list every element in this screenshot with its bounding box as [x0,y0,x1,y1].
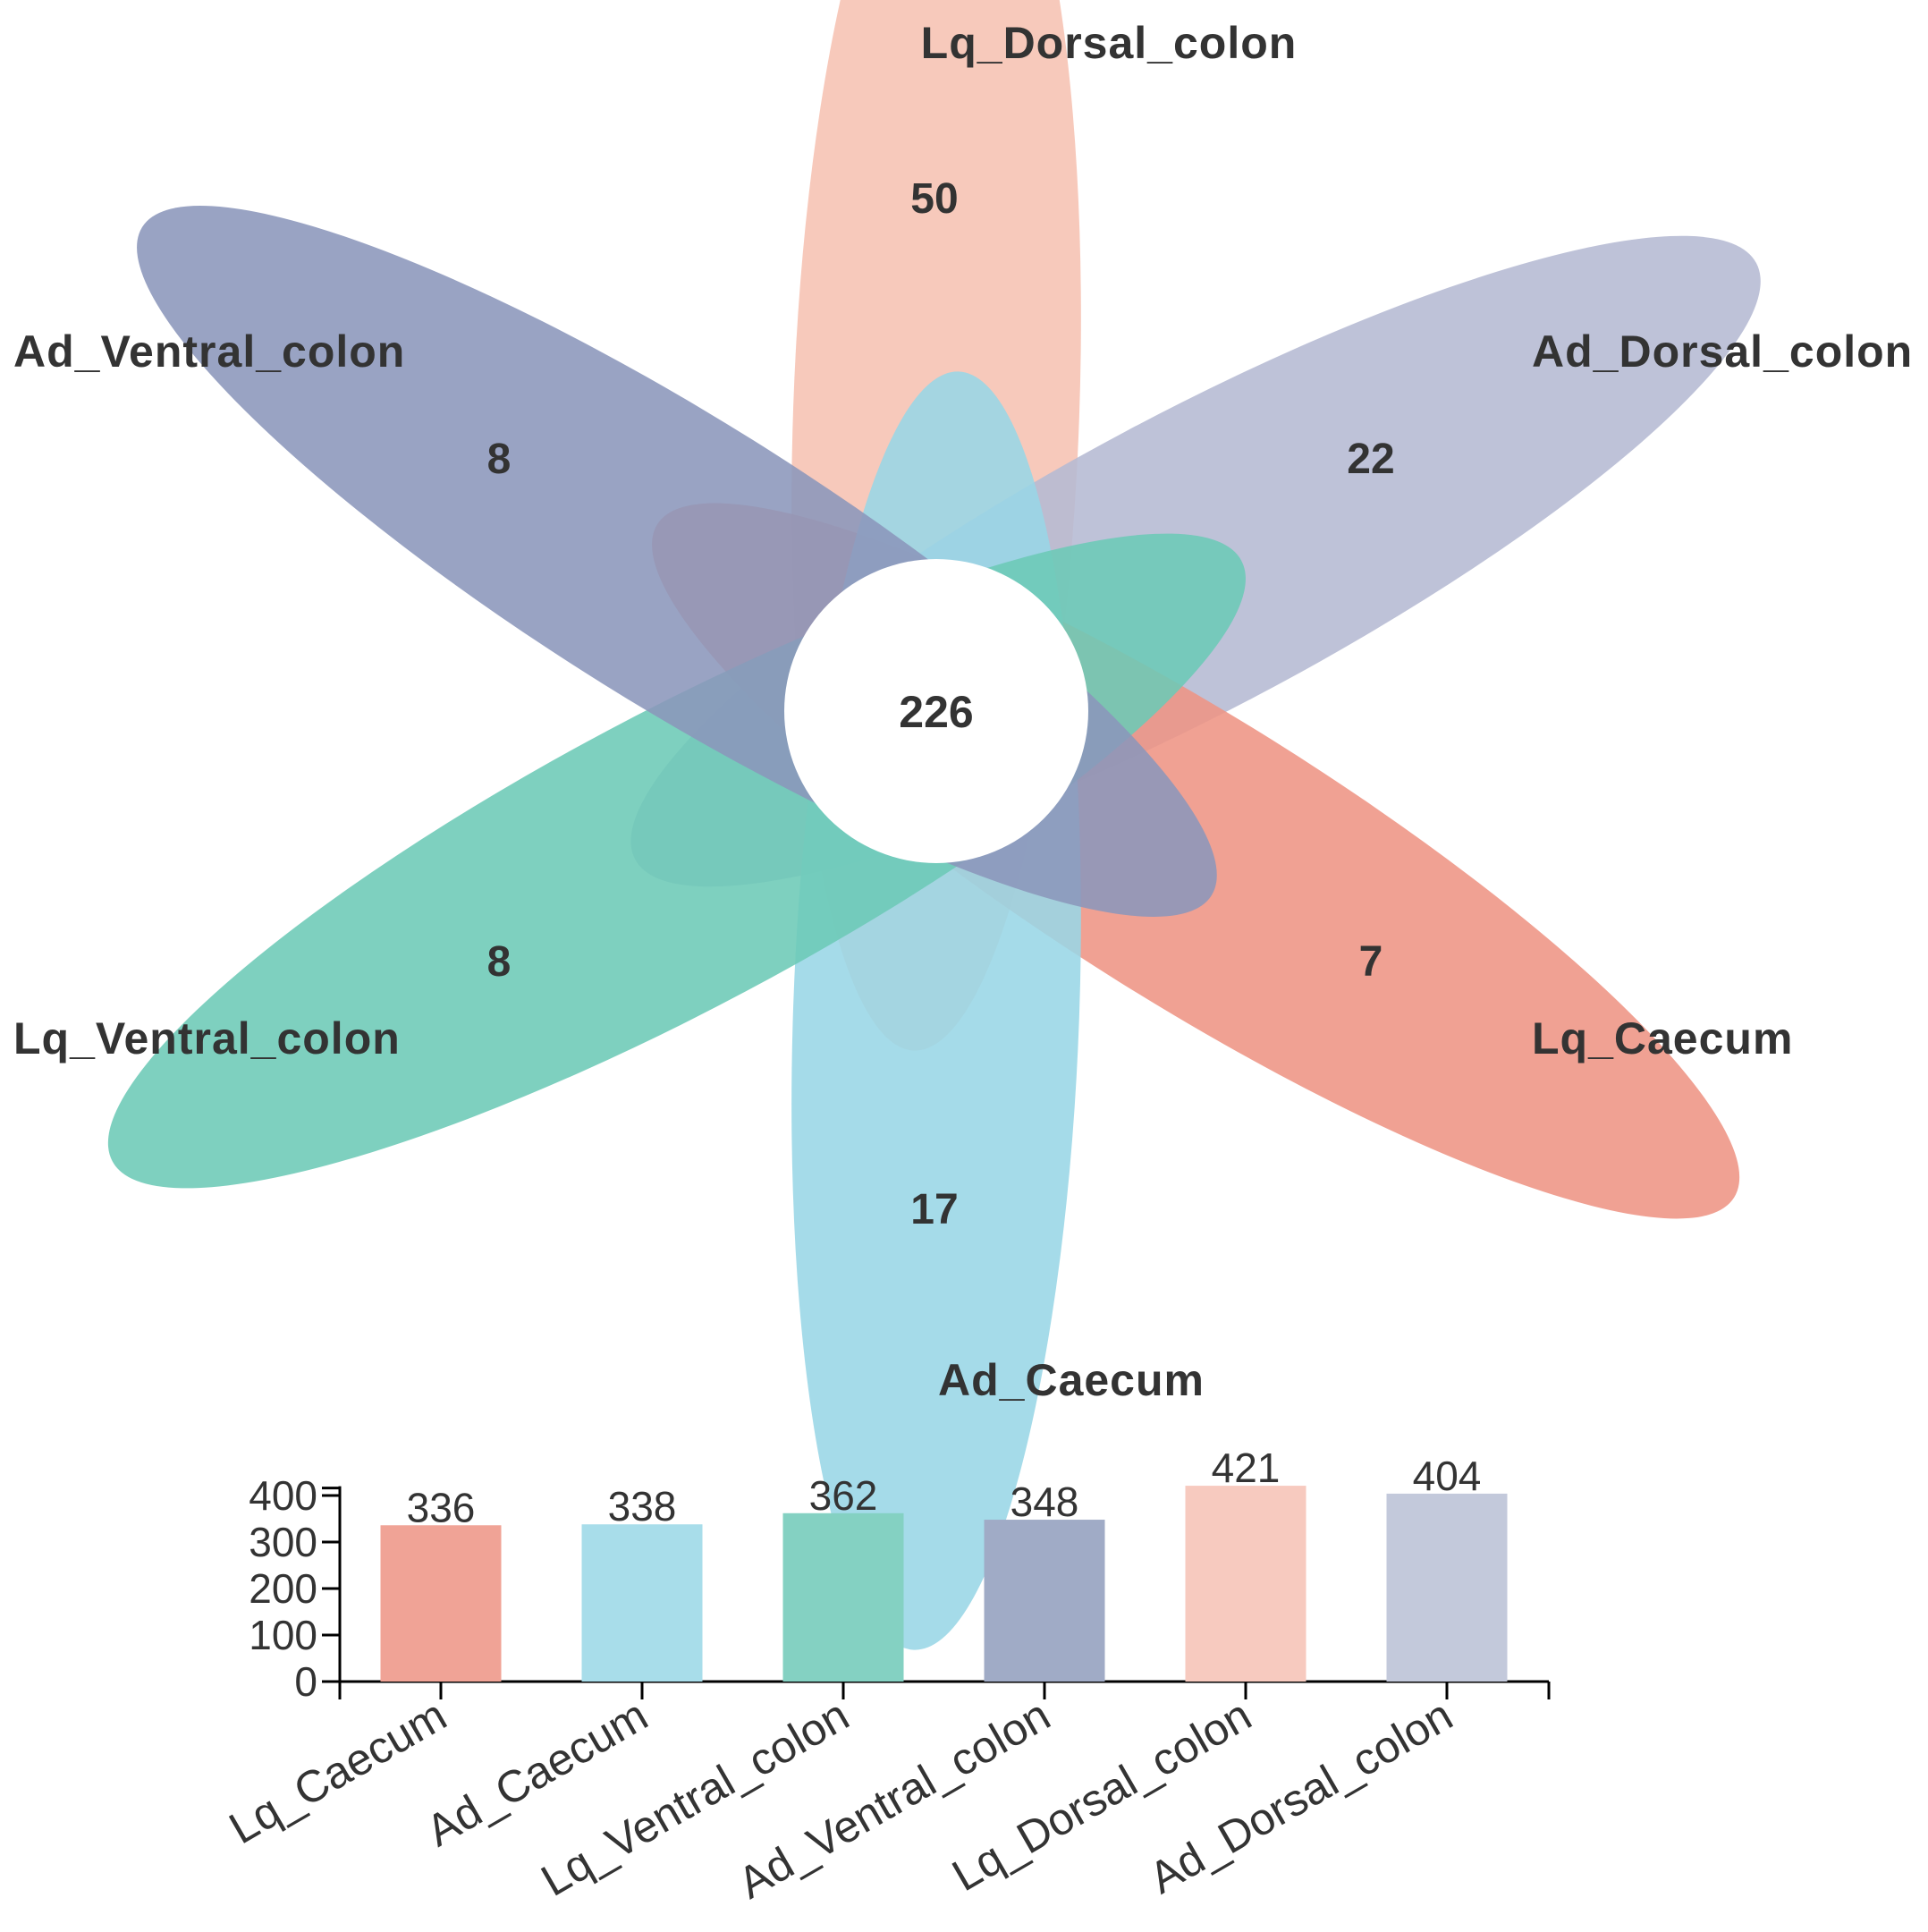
set-label-lq-ventral-colon: Lq_Ventral_colon [13,1013,401,1063]
y-tick-label: 200 [249,1565,317,1612]
petal-count-ad-dorsal-colon: 22 [1347,436,1394,483]
y-tick-label: 300 [249,1519,317,1565]
bar-lq-dorsal-colon [1185,1486,1306,1682]
bar-ad-ventral-colon [984,1520,1105,1682]
core-circle [784,559,1088,863]
bar-value-label: 421 [1212,1445,1281,1491]
y-tick-label: 100 [249,1612,317,1658]
petal-count-lq-dorsal-colon: 50 [910,175,958,223]
bar-ad-caecum [581,1524,703,1682]
petal-count-ad-caecum: 17 [910,1186,958,1233]
bar-value-label: 348 [1011,1479,1079,1525]
petal-count-lq-ventral-colon: 8 [487,938,512,986]
bar-value-label: 338 [608,1483,677,1530]
petal-count-ad-ventral-colon: 8 [487,436,512,483]
flower-venn: 226 50 Lq_Dorsal_colon 22 Ad_Dorsal_colon 7 Lq… [13,0,1913,1650]
set-label-lq-dorsal-colon: Lq_Dorsal_colon [921,18,1298,68]
bar-lq-caecum [380,1525,502,1682]
set-label-lq-caecum: Lq_Caecum [1532,1013,1793,1063]
petal-count-lq-caecum: 7 [1359,938,1383,986]
set-label-ad-ventral-colon: Ad_Ventral_colon [13,326,405,377]
set-label-ad-dorsal-colon: Ad_Dorsal_colon [1532,326,1913,377]
y-tick-label: 0 [294,1658,317,1705]
bar-ad-dorsal-colon [1386,1493,1508,1682]
bar-value-label: 404 [1413,1453,1482,1499]
x-tick-label: Lq_Caecum [221,1690,454,1853]
bar-lq-ventral-colon [782,1513,904,1682]
core-count: 226 [899,687,973,737]
bar-value-label: 336 [407,1484,476,1530]
y-tick-label: 400 [249,1472,317,1519]
bar-value-label: 362 [809,1472,878,1519]
set-label-ad-caecum: Ad_Caecum [938,1355,1205,1405]
